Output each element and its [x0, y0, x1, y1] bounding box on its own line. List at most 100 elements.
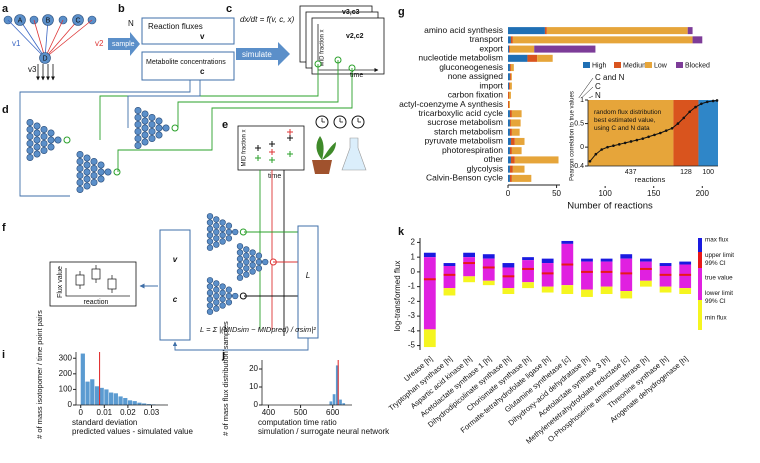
ci-range: [522, 260, 534, 283]
node: [26, 147, 34, 155]
bar: [510, 156, 515, 164]
node: [134, 142, 142, 150]
clock-hand: [321, 118, 325, 123]
annotation: C and N: [595, 73, 625, 82]
x-tick-label: 0.01: [97, 408, 113, 417]
node: [40, 140, 48, 148]
bar: [510, 137, 515, 145]
node: [33, 150, 41, 158]
y-axis-label: log-transformed flux: [393, 261, 402, 332]
node: [76, 165, 84, 173]
x-axis-label: predicted values - simulated value: [72, 427, 194, 436]
ci-range: [541, 263, 554, 287]
node: [76, 151, 84, 159]
axes: [65, 268, 130, 297]
bar: [342, 403, 346, 405]
node: [262, 258, 269, 266]
node: [206, 244, 214, 251]
marker: [255, 155, 261, 161]
bar: [508, 64, 510, 72]
category-label: import: [479, 80, 503, 90]
bar: [510, 64, 514, 72]
node: [206, 289, 214, 297]
node: [54, 136, 62, 144]
node: [225, 222, 233, 229]
bar: [508, 147, 510, 155]
output-node: [171, 124, 179, 132]
node: [213, 305, 220, 312]
y-tick-label: -0.4: [572, 163, 584, 170]
legend-label: lower limit 99% CI: [705, 290, 733, 305]
set-label: v3,c3: [342, 9, 360, 16]
annotation: C: [595, 82, 601, 91]
y-tick-label: 0: [580, 144, 584, 151]
y-tick-label: -2: [408, 296, 416, 305]
node: [213, 280, 220, 287]
max-range: [463, 252, 475, 258]
node: [225, 299, 233, 306]
true-value: [502, 275, 515, 278]
ci-range: [482, 258, 495, 281]
point: [653, 133, 656, 137]
set-label: v2,c2: [346, 33, 364, 40]
y-axis-label: # of mass flux distribution samples: [221, 321, 230, 436]
point: [629, 140, 633, 143]
node: [225, 292, 233, 300]
y-tick-label: 0: [68, 400, 73, 409]
bar: [508, 165, 510, 173]
node: [134, 135, 142, 143]
node: [213, 299, 220, 306]
min-range: [600, 286, 613, 294]
count-label: N: [128, 19, 134, 28]
y-tick-label: -4: [408, 326, 416, 335]
max-range: [502, 263, 515, 268]
legend-label: true value: [705, 275, 733, 282]
node: [232, 292, 239, 300]
point: [711, 99, 715, 103]
node: [243, 271, 250, 278]
node: [97, 168, 105, 176]
bar: [687, 27, 693, 35]
node: [236, 261, 244, 269]
node: [255, 252, 263, 259]
node: [134, 114, 142, 122]
bar: [142, 403, 147, 405]
legend-label: High: [592, 62, 607, 69]
ci-range: [463, 257, 475, 277]
bar: [339, 399, 342, 405]
category-label: amino acid synthesis: [424, 25, 503, 35]
marker: [287, 135, 293, 141]
max-range: [561, 240, 574, 244]
bar: [94, 386, 100, 405]
category-label: sucrose metabolism: [427, 117, 503, 127]
x-tick-label: 0: [506, 189, 511, 198]
box: [141, 17, 235, 45]
y-tick-label: 0: [254, 400, 259, 409]
min-range: [679, 288, 692, 294]
ci-range: [640, 261, 652, 281]
max-range: [482, 254, 495, 259]
panel-label: j: [221, 349, 225, 361]
node: [243, 258, 250, 266]
bar: [508, 91, 509, 99]
point: [682, 116, 686, 120]
region-count: 437: [625, 169, 637, 176]
node: [148, 121, 156, 129]
bar: [527, 54, 538, 62]
node: [236, 249, 244, 256]
node: [249, 268, 256, 275]
category-label: none assigned: [448, 71, 504, 81]
bar: [509, 119, 511, 127]
bar: [508, 100, 509, 109]
bar: [80, 353, 85, 405]
bar: [508, 82, 510, 90]
bar: [511, 128, 520, 136]
node: [83, 175, 91, 183]
node: [26, 154, 34, 162]
node: [141, 110, 149, 118]
bar: [511, 147, 522, 155]
point: [641, 137, 645, 140]
node: [249, 261, 256, 269]
node-label: D: [42, 55, 47, 62]
